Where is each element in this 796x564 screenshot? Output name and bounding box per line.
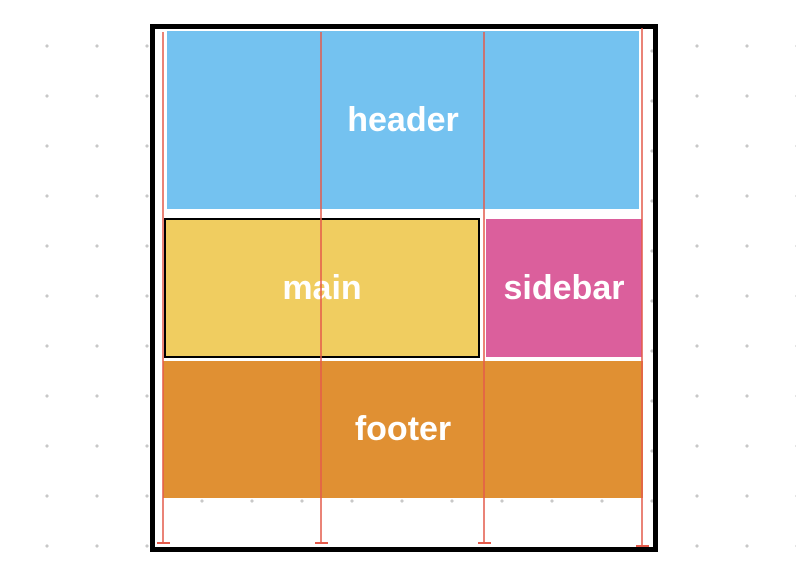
sidebar-area: sidebar bbox=[486, 219, 642, 357]
header-label: header bbox=[347, 100, 459, 139]
sidebar-label: sidebar bbox=[503, 268, 625, 307]
header-area: header bbox=[167, 31, 639, 209]
footer-label: footer bbox=[354, 410, 452, 449]
main-label: main bbox=[282, 268, 362, 307]
footer-area: footer bbox=[163, 361, 643, 498]
main-area: main bbox=[164, 218, 480, 358]
